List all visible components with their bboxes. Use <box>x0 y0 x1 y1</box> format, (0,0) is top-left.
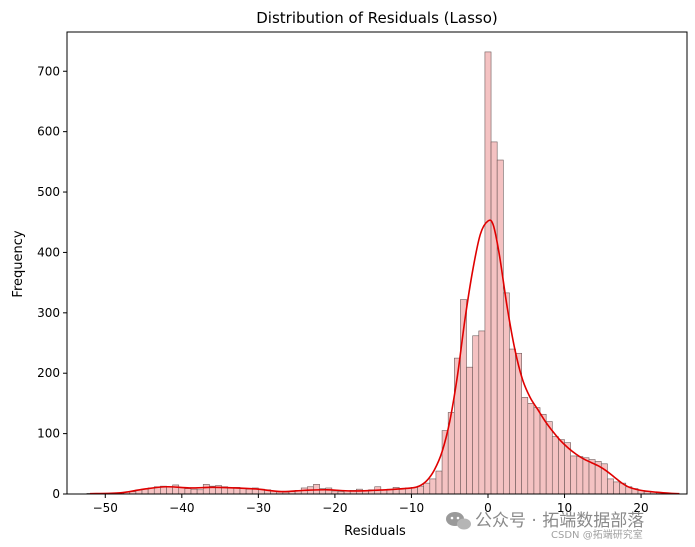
x-tick-label: −40 <box>169 501 194 515</box>
histogram-bar <box>325 487 333 495</box>
histogram-bar <box>533 407 541 495</box>
y-tick-label: 0 <box>52 487 60 501</box>
kde-curve <box>89 219 680 495</box>
histogram-bar <box>545 421 553 495</box>
histogram-bar <box>166 486 173 495</box>
histogram-bar <box>509 348 516 495</box>
x-axis-label: Residuals <box>344 524 406 539</box>
histogram-bar <box>472 335 480 495</box>
y-tick-label: 100 <box>37 427 60 441</box>
histogram-bar <box>490 141 498 495</box>
histogram-bar <box>478 330 486 495</box>
watermark-subtext: CSDN @拓端研究室 <box>551 528 643 541</box>
y-tick-label: 300 <box>37 306 60 320</box>
histogram-bar <box>496 159 504 495</box>
histogram-bar <box>484 51 492 495</box>
histogram-bar <box>551 436 559 495</box>
plot-frame <box>66 31 688 495</box>
histogram-bar <box>417 485 424 495</box>
histogram-bar <box>423 482 431 495</box>
x-tick-label: −30 <box>246 501 271 515</box>
y-axis-ticks: 0 100 200 300 400 500 600 700 <box>37 64 67 501</box>
x-tick-label: 10 <box>557 501 572 515</box>
watermark-text: 公众号 · 拓端数据部落 <box>475 511 644 531</box>
histogram-bar <box>564 442 571 495</box>
chart-title: Distribution of Residuals (Lasso) <box>256 9 498 27</box>
watermark: 公众号 · 拓端数据部落 CSDN @拓端研究室 <box>446 511 644 541</box>
x-axis-ticks: −50 −40 −30 −20 −10 0 10 20 <box>93 494 649 515</box>
y-tick-label: 200 <box>37 366 60 380</box>
histogram-bar <box>527 403 535 495</box>
y-tick-label: 600 <box>37 125 60 139</box>
histogram-bar <box>521 397 529 495</box>
histogram-bars <box>86 51 676 495</box>
histogram-bar <box>435 470 443 495</box>
histogram-bar <box>570 455 578 495</box>
histogram-bar <box>576 456 584 495</box>
histogram-bar <box>558 439 565 495</box>
wechat-icon <box>446 512 471 530</box>
x-tick-label: −10 <box>399 501 424 515</box>
y-axis-label: Frequency <box>11 230 26 297</box>
x-tick-label: −20 <box>322 501 347 515</box>
histogram-bar <box>239 488 247 495</box>
histogram-bar <box>202 484 210 495</box>
histogram-bar <box>466 366 473 495</box>
histogram-bar <box>196 489 204 495</box>
histogram-bar <box>429 478 437 495</box>
x-tick-label: 0 <box>484 501 492 515</box>
histogram-bar <box>539 413 547 495</box>
x-tick-label: −50 <box>93 501 118 515</box>
y-tick-label: 500 <box>37 185 60 199</box>
y-tick-label: 700 <box>37 64 60 78</box>
y-tick-label: 400 <box>37 245 60 259</box>
histogram-bar <box>607 478 614 495</box>
histogram-bar <box>227 487 235 495</box>
histogram-bar <box>582 457 590 495</box>
histogram-bar <box>502 292 510 495</box>
histogram-bar <box>613 481 620 495</box>
x-tick-label: 20 <box>633 501 648 515</box>
histogram-bar <box>190 488 198 495</box>
histogram-bar <box>184 488 192 495</box>
histogram-bar <box>245 488 253 495</box>
